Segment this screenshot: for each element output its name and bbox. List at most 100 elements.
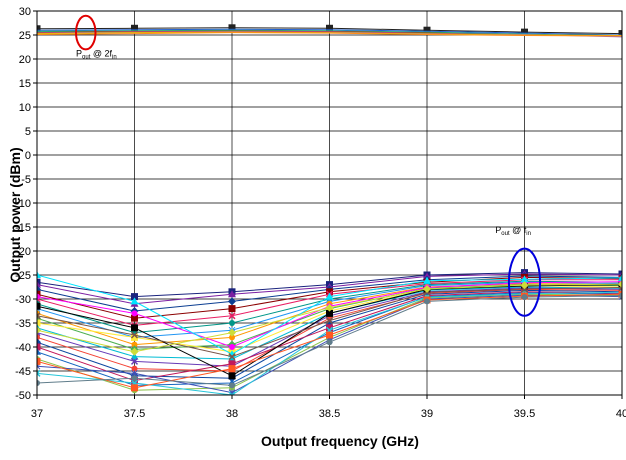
data-point	[228, 353, 236, 361]
highlight-ellipse	[75, 14, 97, 51]
y-axis-title: Output power (dBm)	[7, 147, 23, 282]
data-point	[229, 320, 235, 326]
data-point	[37, 302, 41, 310]
axes: 30 25 20 15 10 5 0 -5 -10 -15 -20 -25 -30 -35 -40 -45 -5…	[15, 6, 626, 420]
data-point	[37, 369, 41, 377]
annotation-label: Pout @ 2fin	[76, 49, 117, 61]
data-point	[423, 276, 431, 284]
data-point	[37, 334, 40, 341]
data-point	[228, 305, 236, 313]
y-tick-label: 5	[25, 126, 31, 138]
y-tick-label: -30	[15, 294, 31, 306]
y-tick-label: -35	[15, 318, 31, 330]
annotation-sub: out	[82, 55, 91, 61]
series-line	[37, 32, 622, 37]
data-point	[228, 355, 236, 362]
data-point	[325, 317, 334, 325]
annotation-sub: in	[526, 231, 531, 237]
highlight-ellipse	[507, 247, 542, 317]
data-point	[423, 284, 431, 293]
y-tick-label: 20	[19, 54, 31, 66]
annotation-sub: out	[501, 231, 510, 237]
data-point	[325, 292, 334, 300]
data-point	[326, 331, 333, 339]
data-point	[618, 280, 622, 289]
x-tick-label: 40	[616, 408, 626, 420]
data-point	[228, 290, 236, 298]
data-point	[228, 391, 236, 395]
annotation-mid: @ f	[510, 225, 527, 235]
data-point	[131, 365, 138, 372]
y-tick-label: -5	[21, 174, 31, 186]
data-point	[37, 25, 41, 33]
lower-series	[37, 280, 622, 356]
y-tick-label: 30	[19, 6, 31, 18]
x-tick-label: 38	[226, 408, 238, 420]
upper-series	[37, 28, 622, 36]
annotation-mid: @ 2f	[90, 49, 112, 59]
data-point	[37, 343, 41, 351]
y-tick-label: -50	[15, 390, 31, 402]
x-tick-label: 38.5	[319, 408, 340, 420]
data-point	[520, 275, 529, 283]
data-point	[229, 382, 235, 389]
data-point	[228, 297, 236, 306]
data-point	[37, 319, 41, 327]
y-tick-label: 10	[19, 102, 31, 114]
data-point	[130, 331, 139, 339]
y-tick-label: -20	[15, 246, 31, 258]
data-point	[131, 324, 138, 332]
data-point	[131, 384, 138, 392]
data-point	[37, 326, 41, 335]
annotation-label: Pout @ fin	[495, 225, 531, 237]
data-point	[229, 344, 235, 350]
x-tick-label: 39	[421, 408, 433, 420]
data-point	[618, 30, 622, 38]
data-point	[520, 281, 529, 290]
data-point	[228, 389, 236, 395]
y-tick-label: 15	[19, 78, 31, 90]
y-tick-label: -15	[15, 222, 31, 234]
data-point	[619, 292, 622, 299]
data-point	[325, 303, 334, 312]
data-point	[37, 271, 41, 278]
lower-series	[37, 292, 622, 389]
data-point	[424, 298, 430, 305]
annotation-main: P	[76, 49, 82, 59]
plot-frame	[36, 10, 623, 396]
data-point	[131, 370, 138, 377]
data-point	[228, 328, 236, 337]
y-tick-label: -25	[15, 270, 31, 282]
data-point	[37, 380, 40, 386]
annotation-sub: in	[112, 55, 117, 61]
data-point	[130, 352, 139, 360]
data-point	[228, 372, 236, 380]
data-point	[37, 278, 41, 286]
annotation-main: P	[495, 225, 501, 235]
y-tick-label: -40	[15, 342, 31, 354]
series-line	[37, 28, 622, 36]
data-point	[229, 334, 235, 341]
data-point	[130, 297, 139, 305]
x-tick-label: 37	[31, 408, 43, 420]
y-tick-label: 0	[25, 150, 31, 162]
data-point	[130, 357, 139, 365]
data-point	[228, 365, 236, 373]
data-point	[37, 293, 40, 300]
data-point	[130, 347, 139, 356]
data-point	[618, 273, 622, 281]
data-point	[521, 294, 528, 301]
data-point	[131, 375, 138, 382]
data-point	[131, 341, 138, 348]
y-tick-label: -45	[15, 366, 31, 378]
x-tick-label: 37.5	[124, 408, 145, 420]
upper-series	[37, 32, 622, 37]
data-point	[37, 280, 41, 288]
x-tick-label: 39.5	[514, 408, 535, 420]
y-tick-label: 25	[19, 30, 31, 42]
data-point	[131, 310, 138, 317]
